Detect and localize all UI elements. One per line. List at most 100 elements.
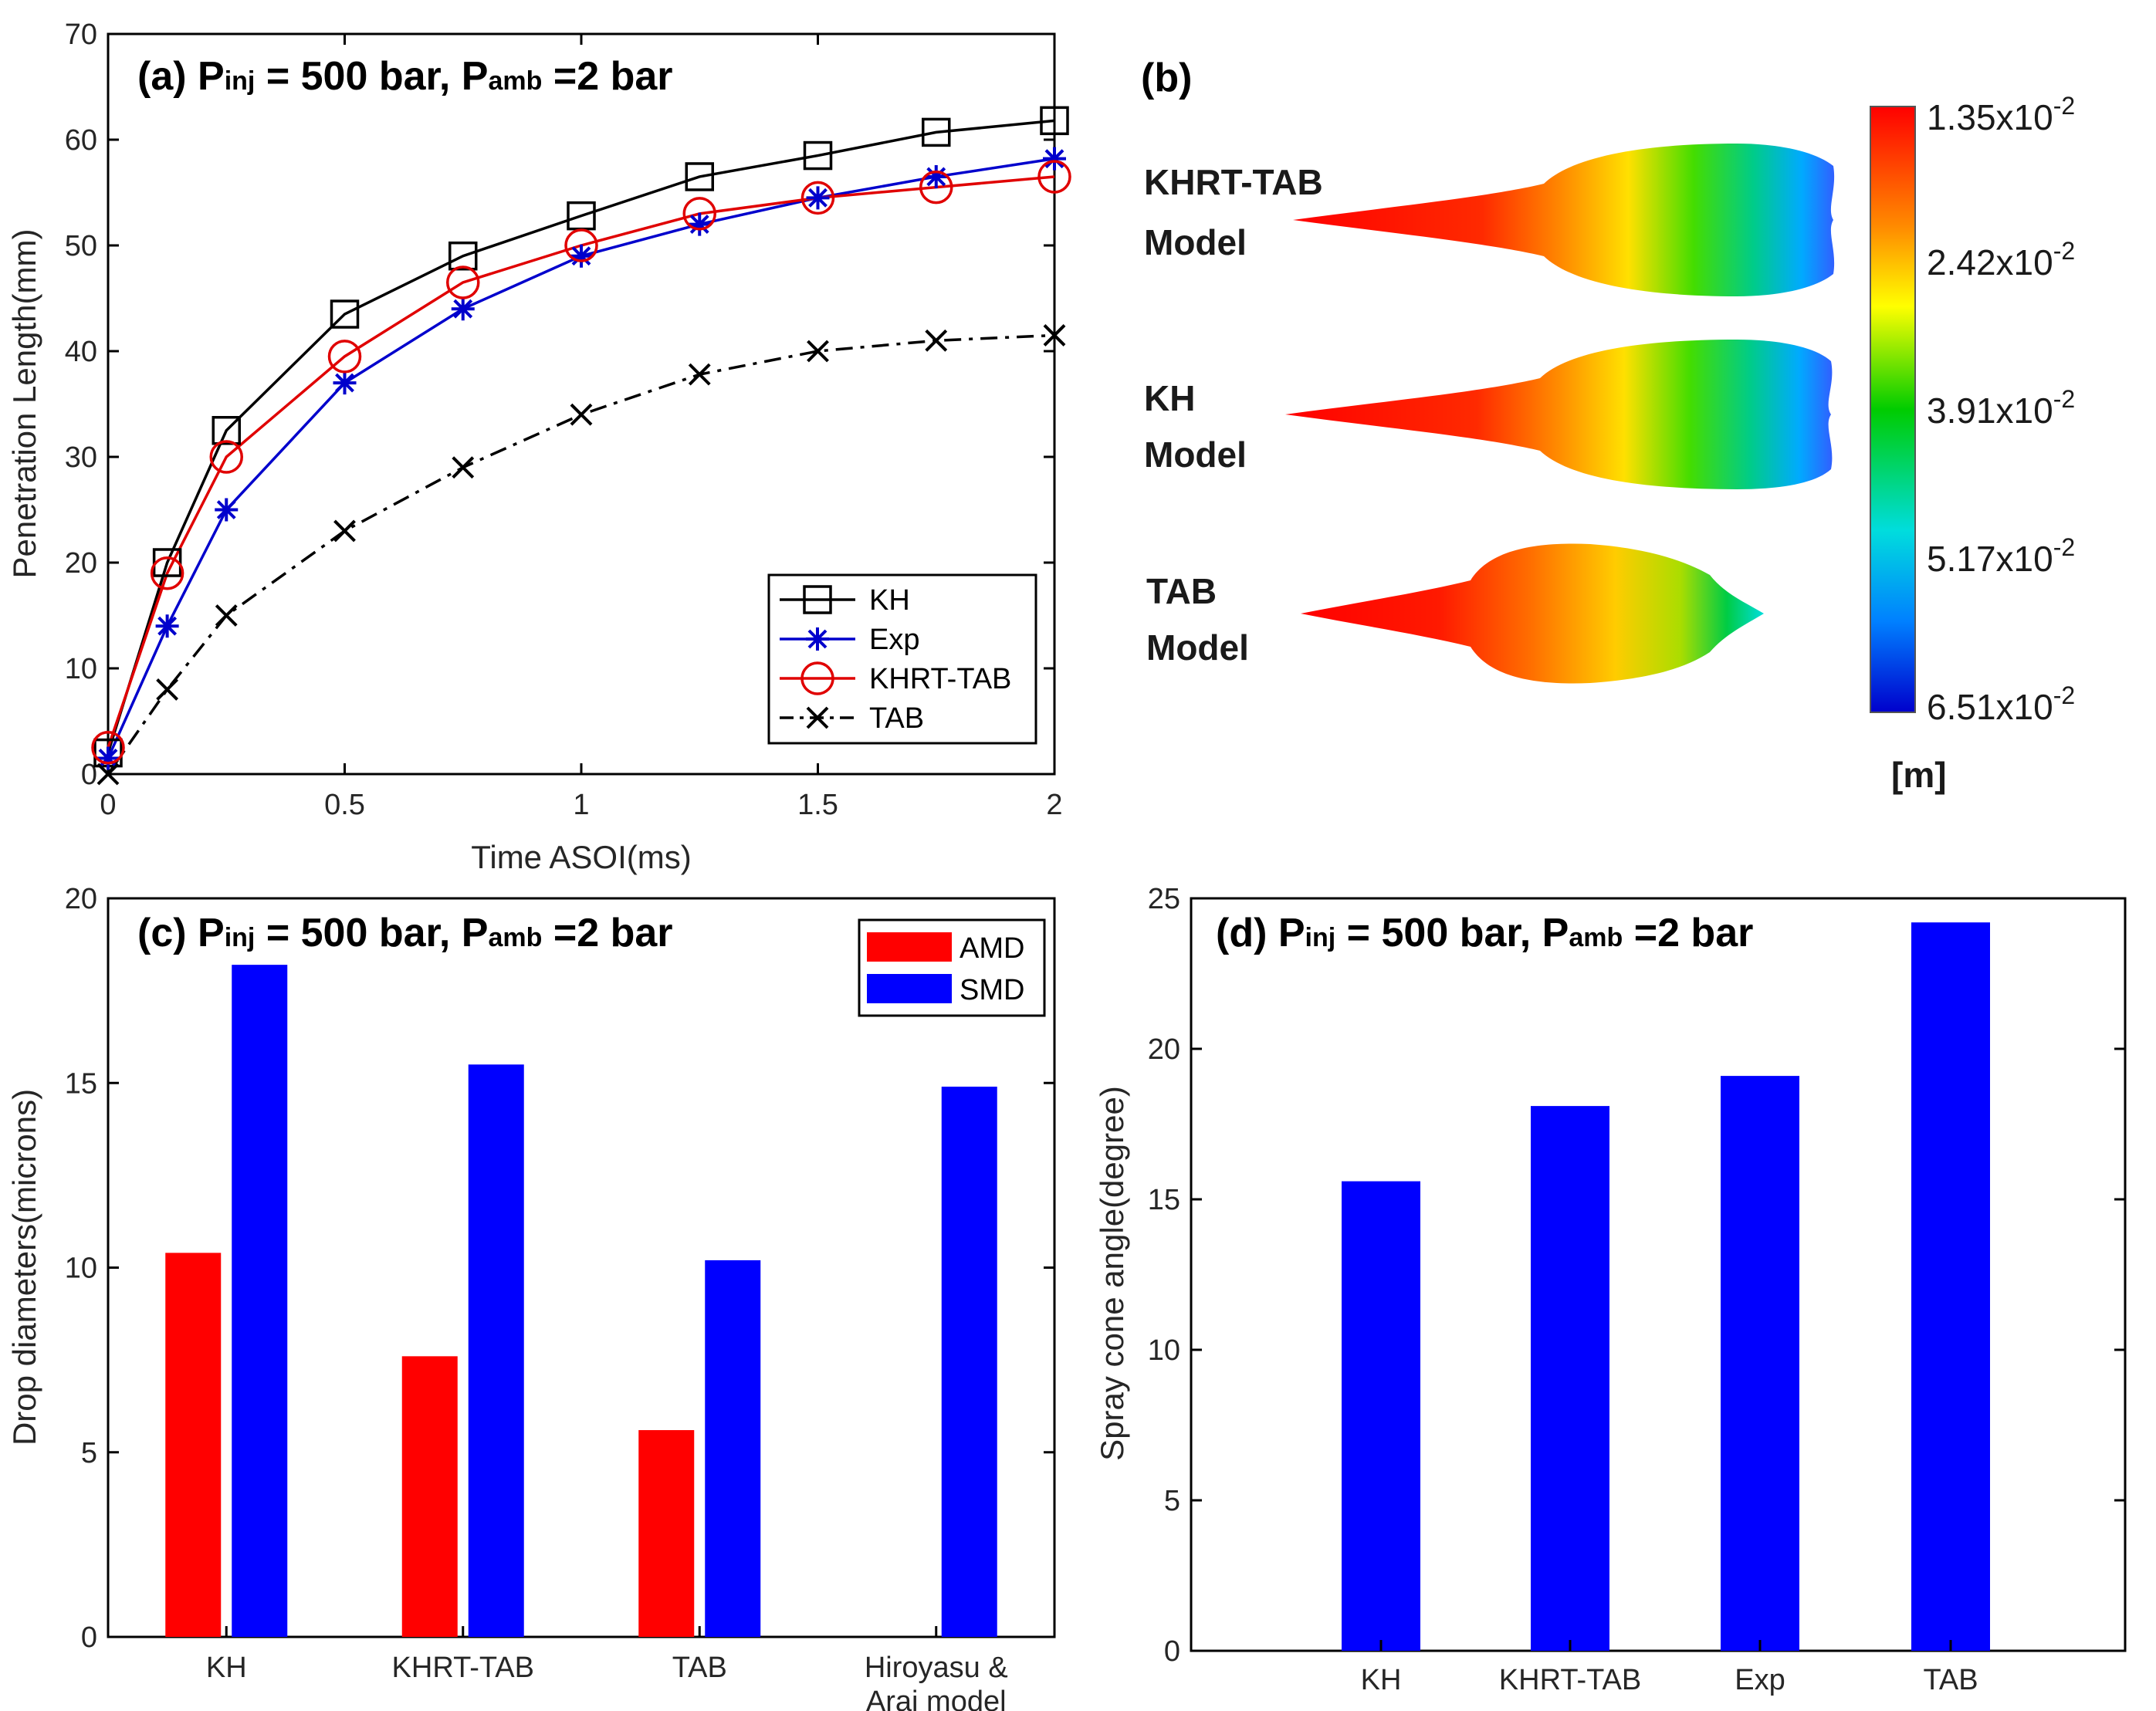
spray-khrt-tab-plume <box>1293 144 1835 296</box>
point-exp <box>215 498 239 522</box>
series-line-kh <box>107 119 1055 754</box>
panel-d-x-tick-labels: KH KHRT-TAB Exp TAB <box>1361 1640 1978 1696</box>
legend-label-amd: AMD <box>960 932 1024 965</box>
panel-a-x-ticks: 0 0.5 1 1.5 2 <box>100 34 1063 821</box>
bar-amd-1 <box>165 1253 222 1637</box>
panel-a-xtick-label: 1.5 <box>797 789 838 821</box>
panel-d-ytick-label: 5 <box>1164 1485 1180 1517</box>
panel-a-legend: KH Exp KHRT-TAB TAB <box>767 573 1037 745</box>
point-exp <box>924 164 948 188</box>
panel-c-label: (c) <box>137 911 187 955</box>
point-exp <box>333 371 357 395</box>
point-khrt-tab <box>209 440 243 474</box>
spray-kh: KH Model <box>1144 340 1833 489</box>
point-tab <box>925 329 948 352</box>
panel-a-title: (a) Pinj = 500 bar, Pamb =2 bar <box>137 54 673 99</box>
point-tab <box>570 403 593 426</box>
bar-cone-angle-1 <box>1342 1181 1420 1651</box>
panel-c-bar-chart: 0 5 10 15 20 KH KHRT-TAB TAB Hiroyasu &Arai mod… <box>6 883 1056 1711</box>
panel-c-category-label: Hiroyasu & <box>865 1652 1008 1684</box>
point-kh <box>448 241 478 271</box>
panel-a-series-markers <box>91 106 1071 786</box>
panel-d-bars <box>1342 922 1990 1651</box>
panel-d-ytick-label: 15 <box>1148 1184 1180 1216</box>
panel-a-xtick-label: 2 <box>1046 789 1062 821</box>
panel-d-title: (d) Pinj = 500 bar, Pamb =2 bar <box>1216 911 1753 955</box>
spray-khrt-tab-label-line2: Model <box>1144 222 1247 262</box>
legend-label-tab: TAB <box>869 702 924 735</box>
spray-tab-label-line1: TAB <box>1146 571 1217 611</box>
point-tab <box>688 363 711 386</box>
spray-khrt-tab-label-line1: KHRT-TAB <box>1144 162 1323 202</box>
legend-marker-tab <box>806 706 829 729</box>
point-kh <box>922 117 951 147</box>
point-exp <box>1043 147 1066 171</box>
legend-marker-kh <box>803 585 832 614</box>
point-khrt-tab <box>446 265 480 299</box>
spray-kh-label-line2: Model <box>1144 435 1247 475</box>
panel-a-ytick-label: 40 <box>65 336 97 368</box>
point-tab <box>333 519 356 543</box>
panel-d-ytick-label: 20 <box>1148 1033 1180 1066</box>
panel-d-label: (d) <box>1216 911 1267 955</box>
bar-cone-angle-2 <box>1531 1106 1609 1651</box>
spray-tab-plume <box>1301 543 1764 684</box>
colorbar-gradient <box>1870 106 1916 713</box>
panel-c-category-label: KHRT-TAB <box>392 1652 534 1684</box>
panel-d-ytick-label: 10 <box>1148 1334 1180 1367</box>
panel-c-category-label: Arai model <box>866 1686 1007 1711</box>
point-exp <box>570 244 593 268</box>
point-tab <box>807 340 829 363</box>
spray-kh-label-line1: KH <box>1144 378 1195 418</box>
panel-c-x-tick-labels: KH KHRT-TAB TAB Hiroyasu &Arai model <box>206 1626 1008 1711</box>
legend-label-smd: SMD <box>960 974 1024 1006</box>
panel-c-title: (c) Pinj = 500 bar, Pamb =2 bar <box>137 911 673 955</box>
panel-c-y-axis-label: Drop diameters(microns) <box>6 1089 42 1446</box>
point-exp <box>96 746 120 770</box>
panel-a-line-chart: 0 10 20 30 40 50 60 70 0 0.5 1 1.5 2 Penetration Le… <box>6 19 1071 875</box>
panel-d-y-ticks: 0 5 10 15 20 25 <box>1148 883 2125 1668</box>
point-exp <box>806 186 830 210</box>
panel-a-series-lines <box>107 119 1055 776</box>
spray-khrt-tab: KHRT-TAB Model <box>1144 144 1835 296</box>
point-exp <box>155 614 179 638</box>
spray-tab: TAB Model <box>1146 543 1764 684</box>
panel-a-ytick-label: 70 <box>65 19 97 51</box>
point-kh <box>212 416 241 445</box>
bar-smd-2 <box>468 1064 524 1637</box>
legend-label-exp: Exp <box>869 624 919 656</box>
colorbar: 1.35x10-2 2.42x10-2 3.91x10-2 5.17x10-2 … <box>1870 92 2075 795</box>
point-khrt-tab <box>564 228 598 262</box>
panel-b-spray-visualization: (b) KHRT-TAB Model KH Model TAB Model 1.… <box>1141 56 2075 795</box>
bar-smd-3 <box>705 1260 761 1637</box>
bar-cone-angle-3 <box>1721 1076 1799 1651</box>
colorbar-tick-3: 3.91x10-2 <box>1927 385 2075 431</box>
panel-a-ytick-label: 20 <box>65 547 97 580</box>
point-tab <box>156 678 179 701</box>
panel-a-ytick-label: 30 <box>65 441 97 474</box>
panel-a-y-ticks: 0 10 20 30 40 50 60 70 <box>65 19 1054 791</box>
panel-c-ytick-label: 0 <box>81 1621 97 1654</box>
point-exp <box>688 212 712 236</box>
panel-d-axes-frame <box>1190 897 2127 1652</box>
point-kh <box>685 162 714 191</box>
panel-d-y-axis-label: Spray cone angle(degree) <box>1094 1086 1130 1461</box>
panel-d-ytick-label: 25 <box>1148 883 1180 915</box>
colorbar-tick-4: 5.17x10-2 <box>1927 533 2075 579</box>
panel-a-ytick-label: 10 <box>65 653 97 685</box>
panel-c-ytick-label: 5 <box>81 1437 97 1469</box>
panel-c-ytick-label: 15 <box>65 1067 97 1100</box>
panel-a-y-axis-label: Penetration Length(mm) <box>6 229 42 579</box>
panel-a-label: (a) <box>137 54 187 99</box>
panel-b-label: (b) <box>1141 56 1192 100</box>
point-khrt-tab <box>150 556 184 590</box>
series-line-khrt-tab <box>107 175 1055 749</box>
point-khrt-tab <box>1037 160 1071 194</box>
spray-kh-plume <box>1285 340 1833 489</box>
point-tab <box>215 604 238 627</box>
spray-tab-label-line2: Model <box>1146 627 1249 668</box>
point-kh <box>803 140 833 171</box>
point-kh <box>330 299 360 329</box>
legend-label-khrt-tab: KHRT-TAB <box>869 663 1011 695</box>
